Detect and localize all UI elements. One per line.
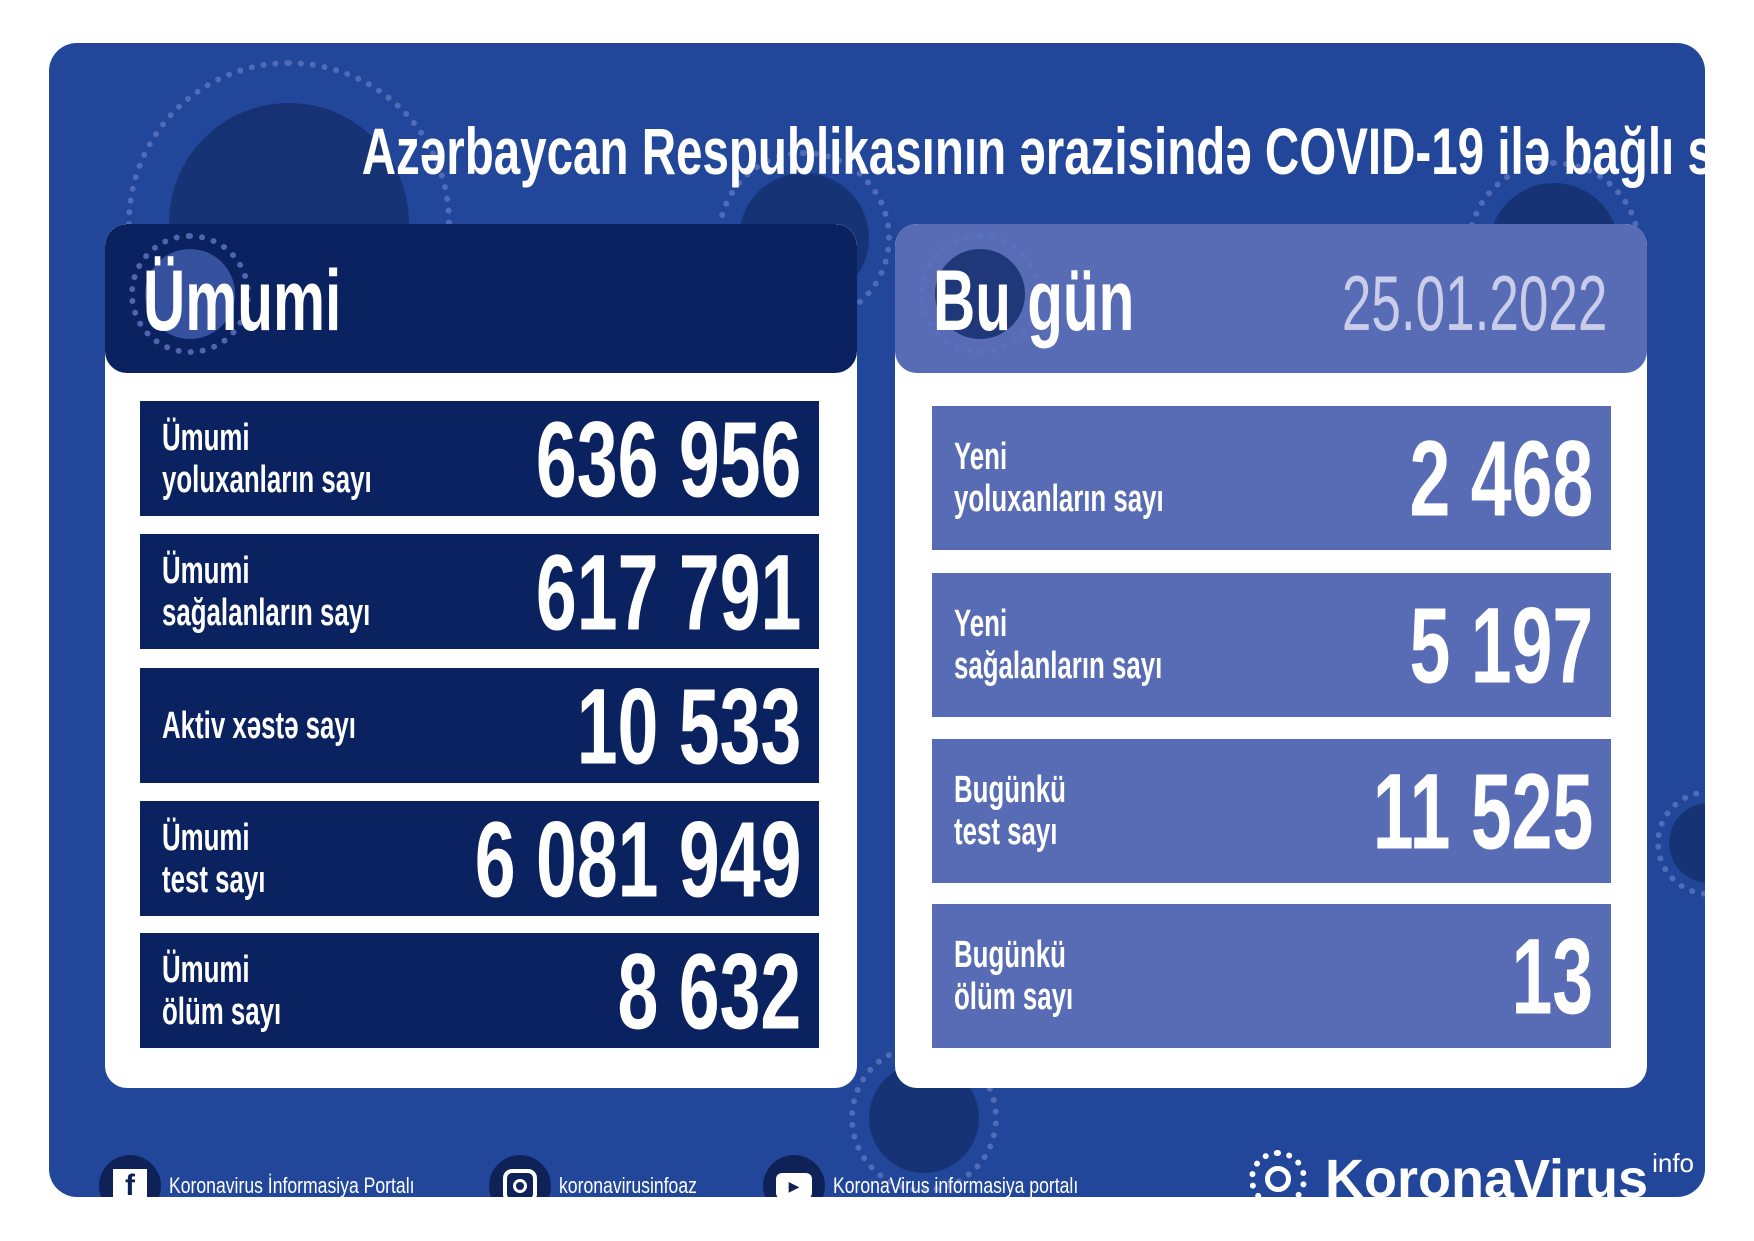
stat-value: 10 533 xyxy=(576,665,801,786)
facebook-label: Koronavirus İnformasiya Portalı xyxy=(169,1173,415,1197)
youtube-icon: ▶ xyxy=(763,1155,825,1197)
stat-row: Ümumi test sayı 6 081 949 xyxy=(140,798,819,919)
stat-label: Yeni yoluxanların sayı xyxy=(954,436,1164,520)
today-card: Bu gün 25.01.2022 Yeni yoluxanların sayı … xyxy=(895,224,1647,1088)
stat-label: Bugünkü ölüm sayı xyxy=(954,934,1074,1018)
instagram-label: koronavirusinfoaz xyxy=(559,1173,697,1197)
stat-value: 2 468 xyxy=(1409,417,1593,539)
stat-label: Yeni sağalanların sayı xyxy=(954,603,1163,687)
youtube-link[interactable]: ▶ KoronaVirus informasiya portalı xyxy=(763,1155,1140,1197)
stat-label: Ümumi yoluxanların sayı xyxy=(162,416,372,501)
virus-icon xyxy=(918,232,1042,356)
date: 25.01.2022 xyxy=(1341,259,1607,347)
stat-value: 6 081 949 xyxy=(474,798,801,919)
stat-label: Bugünkü test sayı xyxy=(954,769,1066,853)
instagram-link[interactable]: koronavirusinfoaz xyxy=(489,1155,731,1197)
virus-decoration xyxy=(1654,788,1705,898)
stat-row: Bugünkü ölüm sayı 13 xyxy=(932,904,1611,1048)
stat-value: 11 525 xyxy=(1372,750,1593,872)
logo-text: KoronaVirus xyxy=(1325,1149,1649,1197)
stat-value: 617 791 xyxy=(535,531,801,652)
stat-label: Ümumi test sayı xyxy=(162,816,266,901)
stat-row: Ümumi yoluxanların sayı 636 956 xyxy=(140,398,819,519)
today-header: Bu gün 25.01.2022 xyxy=(895,224,1647,373)
stat-row: Bugünkü test sayı 11 525 xyxy=(932,739,1611,883)
sun-icon xyxy=(1249,1150,1307,1197)
stat-value: 636 956 xyxy=(535,398,801,519)
facebook-icon: f xyxy=(99,1155,161,1197)
total-heading: Ümumi xyxy=(143,253,342,349)
facebook-link[interactable]: f Koronavirus İnformasiya Portalı xyxy=(99,1155,476,1197)
instagram-icon xyxy=(489,1155,551,1197)
stat-row: Yeni yoluxanların sayı 2 468 xyxy=(932,406,1611,550)
youtube-label: KoronaVirus informasiya portalı xyxy=(833,1173,1079,1197)
total-header: Ümumi xyxy=(105,224,857,373)
stat-value: 5 197 xyxy=(1409,584,1593,706)
stat-label: Ümumi ölüm sayı xyxy=(162,948,282,1033)
koronavirus-logo: KoronaVirus info xyxy=(1249,1148,1694,1197)
virus-icon xyxy=(128,232,252,356)
logo-sup: info xyxy=(1652,1148,1694,1178)
stat-row: Ümumi ölüm sayı 8 632 xyxy=(140,930,819,1051)
stat-row: Ümumi sağalanların sayı 617 791 xyxy=(140,531,819,652)
infographic-panel: Azərbaycan Respublikasının ərazisində CO… xyxy=(49,43,1705,1197)
stat-row: Yeni sağalanların sayı 5 197 xyxy=(932,573,1611,717)
stat-label: Aktiv xəstə sayı xyxy=(162,704,356,747)
today-heading: Bu gün xyxy=(933,253,1135,349)
total-card: Ümumi Ümumi yoluxanların sayı 636 956 Ümum… xyxy=(105,224,857,1088)
stat-value: 8 632 xyxy=(617,930,801,1051)
stat-value: 13 xyxy=(1511,915,1593,1037)
stat-label: Ümumi sağalanların sayı xyxy=(162,549,371,634)
stat-row: Aktiv xəstə sayı 10 533 xyxy=(140,665,819,786)
page-title: Azərbaycan Respublikasının ərazisində CO… xyxy=(361,114,1705,188)
